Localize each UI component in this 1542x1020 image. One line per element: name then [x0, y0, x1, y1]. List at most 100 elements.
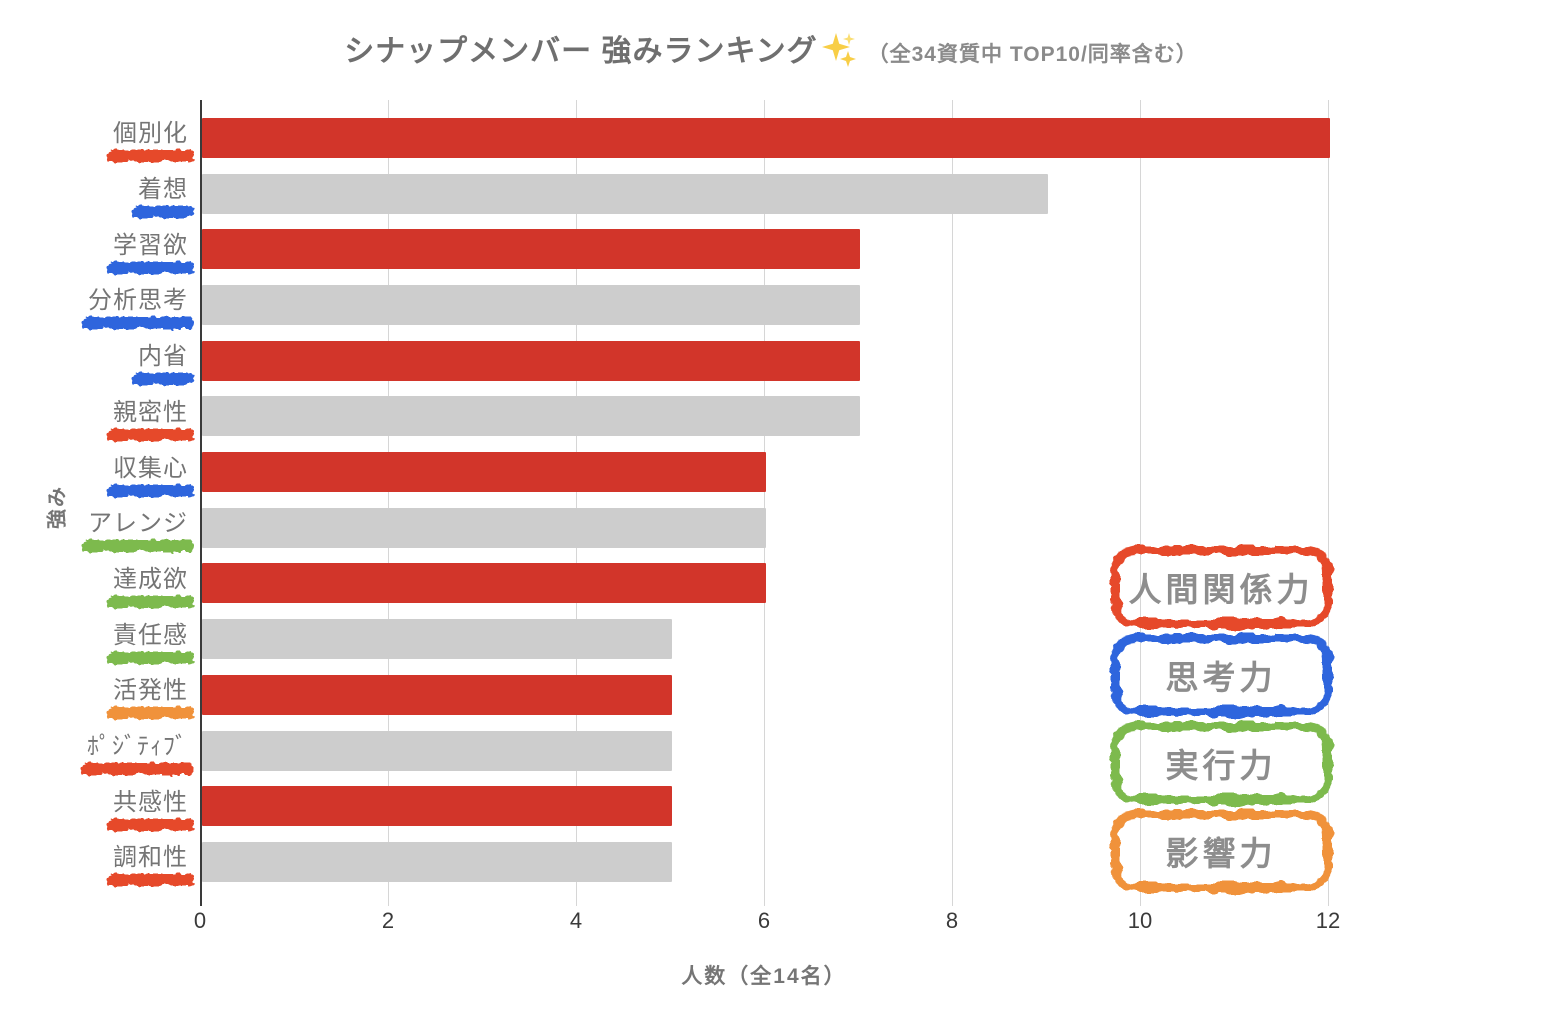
- category-underline-個別化-icon: [107, 150, 194, 163]
- x-tick-label-4: 4: [569, 908, 583, 933]
- category-row-個別化: 個別化: [0, 110, 194, 166]
- x-axis-title: 人数（全14名）: [681, 965, 847, 988]
- category-label-block-アレンジ: アレンジ: [82, 503, 194, 553]
- category-underline-達成欲-icon: [107, 595, 194, 608]
- legend-frame-green-icon: [1110, 722, 1332, 804]
- category-label-block-ﾎﾟｼﾞﾃｨﾌﾞ: ﾎﾟｼﾞﾃｨﾌﾞ: [81, 726, 194, 776]
- category-label-block-内省: 内省: [132, 336, 194, 386]
- category-row-共感性: 共感性: [0, 778, 194, 834]
- bar-親密性: [202, 396, 860, 437]
- bar-内省: [202, 340, 860, 381]
- x-tick-label-12: 12: [1315, 908, 1341, 933]
- bar-アレンジ: [202, 507, 766, 548]
- legend-frame-orange-icon: [1110, 810, 1332, 892]
- bar-活発性: [202, 674, 672, 715]
- category-label-共感性: 共感性: [113, 788, 188, 816]
- category-underline-収集心-icon: [107, 484, 194, 497]
- category-label-block-着想: 着想: [132, 169, 194, 219]
- sparkles-icon: [820, 31, 856, 74]
- bar-学習欲: [202, 229, 860, 270]
- legend-item-思考力: 思考力: [1110, 634, 1332, 716]
- category-label-内省: 内省: [138, 343, 188, 371]
- category-underline-学習欲-icon: [107, 261, 194, 274]
- category-row-収集心: 収集心: [0, 444, 194, 500]
- category-row-親密性: 親密性: [0, 389, 194, 445]
- category-label-block-分析思考: 分析思考: [82, 280, 194, 330]
- category-underline-ﾎﾟｼﾞﾃｨﾌﾞ-icon: [81, 763, 194, 776]
- bar-調和性: [202, 841, 672, 882]
- legend-label-人間関係力: 人間関係力: [1128, 571, 1314, 608]
- category-label-収集心: 収集心: [113, 454, 188, 482]
- category-label-学習欲: 学習欲: [113, 231, 188, 259]
- y-axis-title: 強み: [46, 485, 69, 529]
- plot-area: [200, 100, 1330, 906]
- category-underline-分析思考-icon: [82, 317, 194, 330]
- chart-title-suffix: （全34資質中 TOP10/同率含む）: [867, 43, 1198, 66]
- category-label-調和性: 調和性: [113, 844, 188, 872]
- category-underline-活発性-icon: [107, 707, 194, 720]
- x-tick-label-2: 2: [381, 908, 395, 933]
- category-underline-着想-icon: [132, 206, 194, 219]
- category-label-着想: 着想: [138, 176, 188, 204]
- category-underline-責任感-icon: [107, 651, 194, 664]
- category-label-block-親密性: 親密性: [107, 392, 194, 441]
- category-row-責任感: 責任感: [0, 611, 194, 667]
- legend-item-実行力: 実行力: [1110, 722, 1332, 804]
- bar-分析思考: [202, 284, 860, 325]
- category-label-block-調和性: 調和性: [107, 837, 194, 887]
- legend-label-影響力: 影響力: [1165, 835, 1277, 872]
- category-label-達成欲: 達成欲: [113, 565, 188, 593]
- category-label-個別化: 個別化: [113, 120, 188, 148]
- category-label-アレンジ: アレンジ: [88, 510, 188, 538]
- legend-label-思考力: 思考力: [1165, 659, 1277, 696]
- gridline-x-6: [764, 100, 765, 906]
- category-label-ﾎﾟｼﾞﾃｨﾌﾞ: ﾎﾟｼﾞﾃｨﾌﾞ: [87, 733, 188, 761]
- bar-責任感: [202, 619, 672, 660]
- bar-個別化: [202, 117, 1330, 158]
- category-row-活発性: 活発性: [0, 667, 194, 723]
- category-label-block-責任感: 責任感: [107, 615, 194, 664]
- bar-共感性: [202, 786, 672, 827]
- x-tick-label-6: 6: [757, 908, 771, 933]
- legend-item-人間関係力: 人間関係力: [1110, 546, 1332, 628]
- category-underline-アレンジ-icon: [82, 540, 194, 553]
- chart-title: シナップメンバー 強みランキング （全34資質中 TOP10/同率含む）: [0, 26, 1542, 70]
- category-row-学習欲: 学習欲: [0, 221, 194, 277]
- category-label-責任感: 責任感: [113, 621, 188, 649]
- category-row-調和性: 調和性: [0, 834, 194, 890]
- bar-達成欲: [202, 563, 766, 604]
- chart-title-main: シナップメンバー 強みランキング: [344, 35, 818, 68]
- bar-ﾎﾟｼﾞﾃｨﾌﾞ: [202, 730, 672, 771]
- category-underline-内省-icon: [132, 373, 194, 386]
- gridline-x-10: [1140, 100, 1141, 906]
- legend-item-影響力: 影響力: [1110, 810, 1332, 892]
- gridline-x-8: [952, 100, 953, 906]
- category-label-block-学習欲: 学習欲: [107, 225, 194, 274]
- category-underline-調和性-icon: [107, 874, 194, 887]
- gridline-x-12: [1328, 100, 1329, 906]
- bar-着想: [202, 173, 1048, 214]
- category-label-活発性: 活発性: [113, 677, 188, 705]
- category-label-block-達成欲: 達成欲: [107, 559, 194, 608]
- x-tick-label-8: 8: [945, 908, 959, 933]
- legend-frame-red-icon: [1110, 546, 1332, 628]
- category-label-block-共感性: 共感性: [107, 782, 194, 831]
- gridline-x-4: [576, 100, 577, 906]
- category-label-block-個別化: 個別化: [107, 113, 194, 163]
- category-row-内省: 内省: [0, 333, 194, 389]
- category-label-分析思考: 分析思考: [88, 287, 188, 315]
- legend-frame-blue-icon: [1110, 634, 1332, 716]
- category-underline-親密性-icon: [107, 428, 194, 441]
- legend-label-実行力: 実行力: [1165, 747, 1277, 784]
- gridline-x-2: [388, 100, 389, 906]
- category-row-アレンジ: アレンジ: [0, 500, 194, 556]
- x-tick-label-0: 0: [193, 908, 207, 933]
- category-label-block-収集心: 収集心: [107, 448, 194, 497]
- bar-収集心: [202, 452, 766, 493]
- legend: 人間関係力思考力実行力影響力: [1110, 546, 1332, 892]
- category-label-block-活発性: 活発性: [107, 670, 194, 720]
- category-row-ﾎﾟｼﾞﾃｨﾌﾞ: ﾎﾟｼﾞﾃｨﾌﾞ: [0, 723, 194, 779]
- category-label-親密性: 親密性: [113, 398, 188, 426]
